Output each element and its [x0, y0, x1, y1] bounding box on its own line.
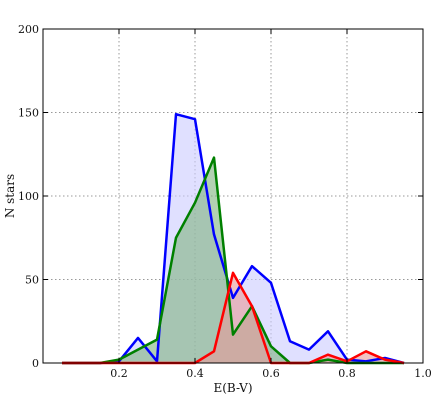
- x-tick-label: 0.6: [262, 367, 280, 380]
- series-fill-layer: [62, 114, 404, 363]
- series-2-area: [62, 272, 404, 363]
- y-axis-label: N stars: [3, 174, 17, 218]
- y-tick-label: 150: [18, 107, 39, 120]
- x-axis-label: E(B-V): [213, 381, 252, 395]
- y-tick-label: 0: [32, 357, 39, 370]
- tick-layer: 0.2 0.4 0.6 0.8 1.0 0 50 100 150 200: [18, 23, 432, 380]
- x-tick-label: 0.4: [186, 367, 204, 380]
- x-tick-label: 0.8: [338, 367, 356, 380]
- series-line-layer: [62, 112, 405, 365]
- series-1-line: [62, 156, 404, 365]
- x-tick-label: 1.0: [414, 367, 432, 380]
- y-tick-label: 50: [25, 274, 39, 287]
- y-tick-label: 200: [18, 23, 39, 36]
- y-tick-label: 100: [18, 190, 39, 203]
- x-tick-label: 0.2: [110, 367, 128, 380]
- grid-layer: [43, 29, 423, 363]
